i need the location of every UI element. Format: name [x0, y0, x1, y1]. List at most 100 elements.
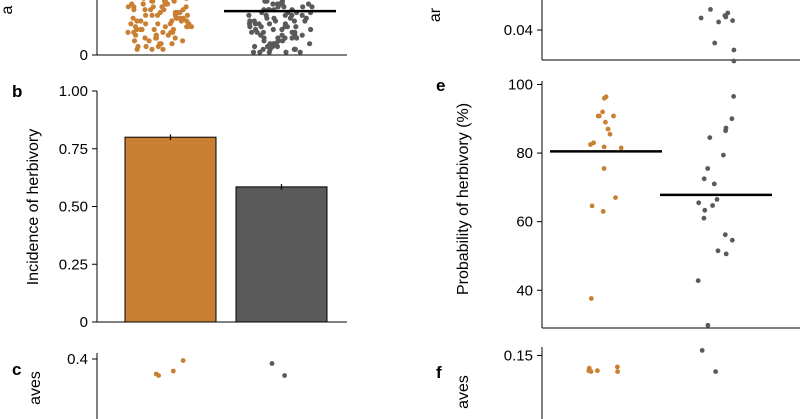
data-point-grey	[250, 49, 257, 55]
data-point-grey	[695, 278, 701, 284]
data-point-grey	[716, 19, 721, 25]
data-point-orange	[177, 15, 183, 21]
bar-orange	[124, 136, 217, 323]
data-point-orange	[156, 373, 162, 378]
panel-label-c: c	[12, 360, 21, 379]
data-point-grey	[307, 41, 313, 47]
data-point-grey	[701, 176, 707, 182]
data-point-orange	[134, 18, 140, 24]
data-point-orange	[135, 43, 141, 50]
data-point-grey	[251, 18, 257, 24]
y-tick-label: 0.25	[59, 256, 88, 273]
data-point-orange	[170, 26, 176, 33]
data-point-orange	[149, 0, 155, 4]
y-tick-label: 0.50	[59, 199, 88, 216]
data-point-grey	[708, 6, 713, 12]
data-point-orange	[605, 126, 611, 132]
data-point-orange	[613, 195, 618, 201]
data-point-grey	[303, 15, 309, 21]
data-point-grey	[705, 166, 711, 171]
data-point-grey	[711, 181, 717, 187]
data-point-grey	[723, 251, 729, 257]
data-point-orange	[155, 21, 161, 27]
data-point-orange	[589, 203, 595, 209]
data-point-grey	[713, 369, 718, 374]
data-point-grey	[293, 24, 299, 30]
data-point-orange	[601, 144, 607, 150]
data-point-orange	[588, 142, 593, 147]
data-point-grey	[723, 125, 729, 131]
y-tick-label: 0.75	[59, 141, 88, 158]
data-point-orange	[180, 38, 186, 44]
data-point-orange	[139, 26, 145, 33]
y-tick-label: 0.04	[504, 22, 533, 39]
data-point-orange	[150, 4, 156, 10]
data-point-orange	[141, 0, 146, 1]
y-tick-label: 0.15	[504, 347, 533, 364]
data-point-grey	[696, 200, 702, 206]
data-point-orange	[138, 18, 144, 24]
data-point-grey	[282, 373, 287, 378]
data-point-orange	[143, 12, 149, 18]
data-point-grey	[710, 203, 715, 208]
y-tick-label: 60	[516, 214, 533, 231]
data-point-orange	[601, 166, 607, 171]
data-point-orange	[172, 35, 178, 41]
y-tick-label: 80	[516, 145, 533, 162]
data-point-orange	[142, 7, 148, 13]
data-point-grey	[270, 1, 276, 7]
data-point-grey	[291, 18, 297, 24]
data-point-grey	[292, 46, 298, 52]
data-point-orange	[588, 369, 594, 374]
data-point-orange	[125, 29, 131, 35]
data-point-grey	[275, 4, 281, 10]
data-point-grey	[265, 43, 271, 50]
data-point-grey	[705, 322, 711, 328]
panel-label-f: f	[436, 363, 442, 382]
data-point-grey	[731, 58, 737, 64]
data-point-orange	[158, 41, 164, 47]
data-point-orange	[600, 109, 605, 115]
data-point-grey	[269, 361, 275, 366]
data-point-orange	[146, 38, 152, 44]
data-point-orange	[183, 4, 189, 10]
data-point-orange	[157, 9, 163, 16]
data-point-orange	[162, 24, 168, 30]
data-point-grey	[294, 35, 300, 41]
data-point-grey	[263, 12, 269, 18]
data-point-grey	[247, 24, 253, 30]
data-point-orange	[603, 119, 608, 125]
data-point-orange	[600, 209, 606, 214]
data-point-grey	[730, 18, 735, 23]
data-point-orange	[611, 113, 616, 119]
data-point-grey	[249, 29, 255, 35]
data-point-grey	[308, 26, 314, 33]
data-point-grey	[698, 15, 704, 21]
data-point-grey	[722, 232, 728, 238]
data-point-grey	[309, 4, 315, 10]
data-point-orange	[125, 4, 131, 10]
data-point-grey	[300, 4, 306, 10]
data-point-grey	[729, 116, 735, 122]
data-point-grey	[702, 207, 708, 213]
data-point-orange	[131, 7, 137, 13]
data-point-grey	[273, 41, 279, 47]
y-axis-label: aves	[455, 375, 472, 409]
y-axis-label: aves	[27, 371, 44, 405]
y-tick-label: 0	[80, 47, 88, 64]
y-axis-label: Probability of herbivory (%)	[455, 103, 472, 295]
data-point-grey	[715, 248, 721, 254]
data-point-grey	[721, 152, 726, 158]
data-point-orange	[170, 368, 176, 374]
data-point-grey	[258, 24, 264, 30]
data-point-grey	[289, 35, 295, 41]
bar-grey	[235, 186, 328, 323]
data-point-orange	[140, 1, 146, 7]
data-point-orange	[172, 12, 178, 18]
y-tick-label: 0.4	[67, 351, 88, 368]
data-point-grey	[723, 14, 729, 20]
data-point-orange	[142, 35, 148, 41]
y-axis-label: Incidence of herbivory	[25, 129, 42, 286]
data-point-grey	[271, 15, 277, 21]
